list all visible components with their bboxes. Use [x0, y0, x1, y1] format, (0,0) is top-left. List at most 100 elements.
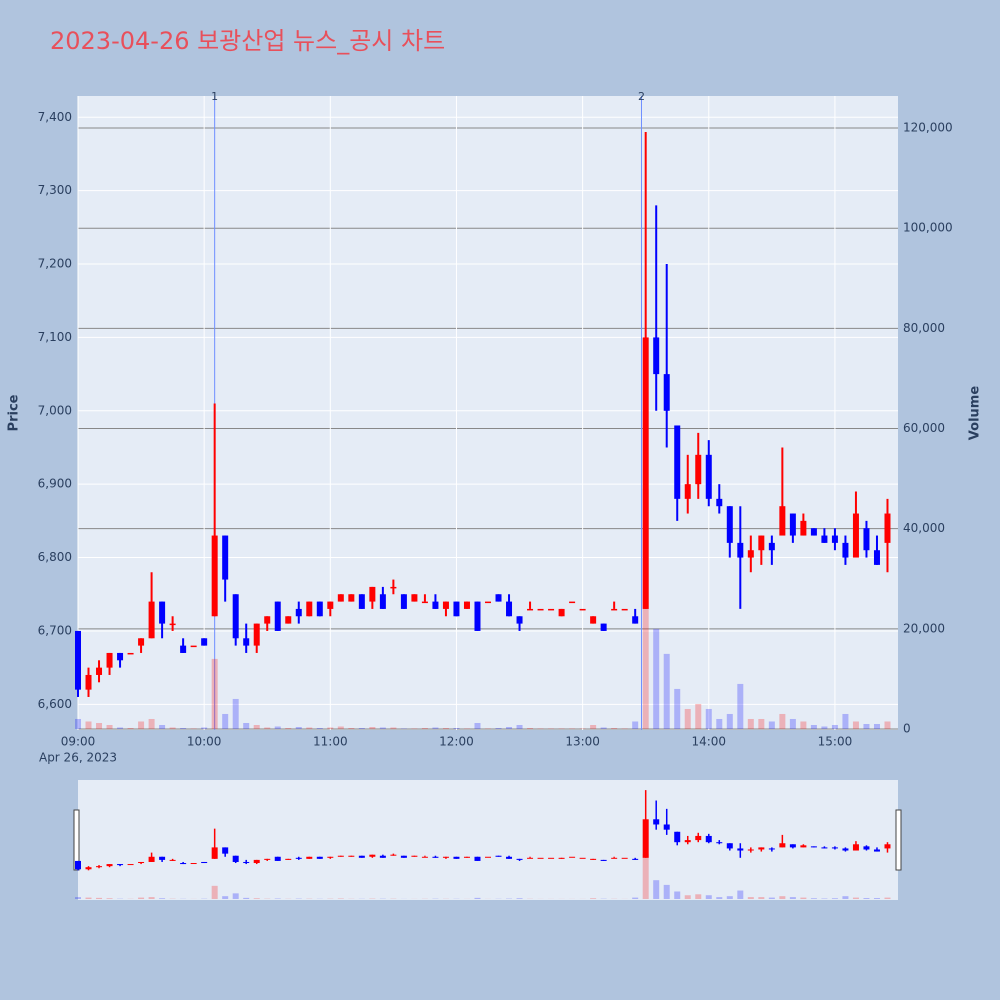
- slider-handle[interactable]: [895, 809, 902, 871]
- candle-body: [474, 601, 481, 631]
- candle-body-mini: [600, 859, 607, 861]
- candle-body: [96, 667, 103, 675]
- candle-body: [432, 601, 439, 609]
- candle-body-mini: [379, 855, 386, 858]
- volume-bar: [600, 727, 607, 729]
- candle-body: [821, 535, 828, 543]
- candle-body: [621, 608, 628, 611]
- volume-bar: [747, 718, 754, 729]
- x-tick-label: 11:00: [313, 735, 348, 749]
- candle-body-mini: [232, 855, 239, 862]
- candle-body: [758, 535, 765, 551]
- volume-bar-mini: [253, 898, 260, 899]
- candle-body: [548, 608, 555, 611]
- candle-body: [85, 674, 92, 690]
- candle-body-mini: [442, 856, 449, 858]
- volume-bar: [737, 683, 744, 729]
- volume-bar: [106, 724, 113, 729]
- volume-bar: [863, 723, 870, 729]
- volume-bar-mini: [75, 897, 81, 899]
- x-tick-label: 13:00: [565, 735, 600, 749]
- candle-body: [295, 608, 302, 617]
- candle-body: [421, 601, 428, 604]
- candle-body: [600, 623, 607, 631]
- volume-bar: [432, 727, 439, 729]
- candle-body: [653, 337, 660, 375]
- volume-bar-mini: [632, 897, 639, 899]
- candle-body: [75, 630, 81, 690]
- volume-bar-mini: [159, 898, 166, 899]
- volume-bar-mini: [831, 898, 838, 899]
- candle-body-mini: [243, 861, 250, 864]
- candle-body: [127, 652, 134, 655]
- volume-bar: [148, 718, 155, 729]
- candle-body: [831, 535, 838, 543]
- volume-bar-mini: [768, 897, 775, 899]
- candle-body: [873, 550, 880, 565]
- y-tick-label: 7,000: [38, 403, 72, 417]
- y2-tick-label: 100,000: [903, 221, 953, 235]
- volume-bar: [726, 713, 733, 729]
- candle-body-mini: [264, 858, 271, 860]
- candle-body-mini: [873, 849, 880, 852]
- candle-body: [842, 542, 849, 558]
- volume-bar: [369, 726, 376, 729]
- volume-bar-mini: [852, 897, 859, 899]
- volume-bar: [190, 728, 197, 729]
- x-tick-label: 15:00: [818, 735, 853, 749]
- candle-body: [253, 623, 260, 646]
- y-tick-label: 7,100: [38, 330, 72, 344]
- candle-body: [159, 601, 166, 624]
- candle-body: [695, 454, 702, 485]
- volume-bar: [390, 727, 397, 729]
- volume-bar: [211, 658, 218, 729]
- candle-body-mini: [852, 844, 859, 851]
- candle-body-mini: [632, 858, 639, 860]
- candle-body-mini: [548, 857, 555, 859]
- volume-bar: [537, 728, 544, 729]
- range-slider[interactable]: [78, 780, 898, 900]
- volume-bar-mini: [747, 897, 754, 899]
- x-tick-label: 14:00: [691, 735, 726, 749]
- candle-body-mini: [495, 855, 502, 857]
- volume-bar-mini: [232, 893, 239, 899]
- candle-body-mini: [211, 847, 218, 859]
- candle-body: [190, 645, 197, 648]
- candle-body-mini: [684, 840, 691, 843]
- annotation-label: 2: [638, 90, 645, 103]
- candle-body-mini: [180, 863, 187, 865]
- candle-body: [684, 484, 691, 499]
- volume-bar: [632, 721, 639, 729]
- volume-bar-mini: [800, 897, 807, 899]
- candle-body: [642, 337, 649, 609]
- volume-bar: [884, 721, 891, 729]
- volume-bar: [348, 727, 355, 729]
- volume-bar: [758, 718, 765, 729]
- candle-body-mini: [716, 842, 723, 844]
- candle-body-mini: [527, 857, 534, 859]
- candle-body-mini: [421, 856, 428, 858]
- volume-bar: [716, 718, 723, 729]
- volume-bar: [579, 728, 586, 729]
- volume-bar: [442, 727, 449, 729]
- volume-bar: [316, 727, 323, 729]
- volume-bar-mini: [211, 885, 218, 899]
- candle-body: [232, 594, 239, 639]
- candle-body: [201, 638, 208, 646]
- candle-body: [527, 608, 534, 611]
- volume-bar-mini: [516, 898, 523, 899]
- candle-body-mini: [474, 856, 481, 861]
- volume-bar-mini: [873, 898, 880, 899]
- candle-body-mini: [106, 864, 113, 867]
- candle-body: [379, 594, 386, 609]
- candle-body-mini: [369, 854, 376, 857]
- candle-body-mini: [463, 856, 470, 858]
- candle-body-mini: [779, 843, 786, 848]
- candle-body: [558, 608, 565, 617]
- candle-body-mini: [674, 831, 681, 843]
- candle-body-mini: [758, 847, 765, 850]
- candle-body: [285, 616, 292, 624]
- slider-handle[interactable]: [73, 809, 80, 871]
- candle-body-mini: [663, 824, 670, 830]
